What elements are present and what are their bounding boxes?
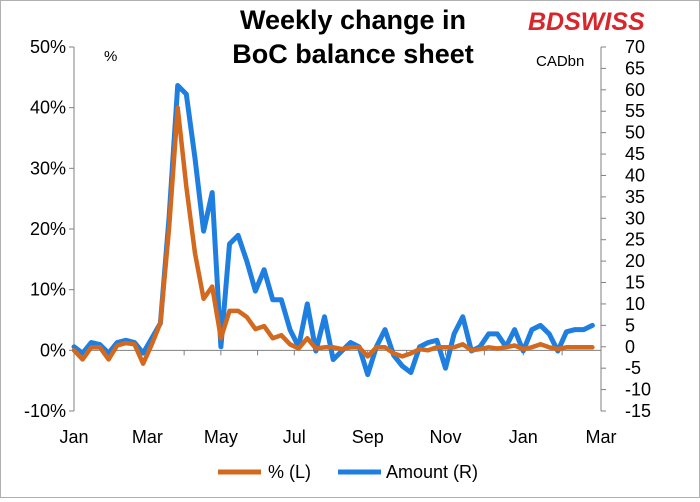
series-line-pct bbox=[71, 105, 595, 366]
legend-label-pct: % (L) bbox=[268, 462, 311, 482]
left-axis-tick-label: 30% bbox=[30, 158, 66, 178]
right-axis-tick-label: 65 bbox=[625, 58, 645, 78]
left-axis-tick-label: -10% bbox=[24, 401, 66, 421]
series-line-amount bbox=[71, 83, 595, 378]
right-axis-tick-label: 35 bbox=[625, 187, 645, 207]
x-axis-tick-label: May bbox=[204, 427, 238, 447]
right-unit-label: CADbn bbox=[536, 53, 584, 70]
right-axis-tick-label: 25 bbox=[625, 230, 645, 250]
right-axis-tick-label: 60 bbox=[625, 80, 645, 100]
axes-layer: -10%0%10%20%30%40%50%-15-10-505101520253… bbox=[24, 37, 651, 447]
left-unit-label: % bbox=[104, 48, 117, 65]
right-axis-tick-label: 5 bbox=[625, 315, 635, 335]
legend-label-amount: Amount (R) bbox=[386, 462, 478, 482]
right-axis-tick-label: 50 bbox=[625, 123, 645, 143]
x-axis-tick-label: Sep bbox=[352, 427, 384, 447]
x-axis-tick-label: Jan bbox=[59, 427, 88, 447]
right-axis-tick-label: 20 bbox=[625, 251, 645, 271]
right-axis-tick-label: 30 bbox=[625, 208, 645, 228]
brand-logo-bd: BD bbox=[528, 8, 564, 36]
right-axis-tick-label: 45 bbox=[625, 144, 645, 164]
brand-logo: BDSWISS bbox=[528, 8, 645, 36]
left-axis-tick-label: 40% bbox=[30, 98, 66, 118]
brand-logo-swiss: SWISS bbox=[564, 8, 645, 36]
right-axis-tick-label: 40 bbox=[625, 165, 645, 185]
chart-title-line-2: BoC balance sheet bbox=[232, 39, 474, 69]
legend: % (L) Amount (R) bbox=[218, 462, 478, 482]
x-axis-tick-label: Mar bbox=[132, 427, 163, 447]
chart-title-line-1: Weekly change in bbox=[240, 5, 466, 35]
x-axis-tick-label: Jan bbox=[509, 427, 538, 447]
x-axis-tick-label: Nov bbox=[429, 427, 461, 447]
left-axis-tick-label: 10% bbox=[30, 280, 66, 300]
x-axis-tick-label: Mar bbox=[586, 427, 617, 447]
x-axis-tick-label: Jul bbox=[283, 427, 306, 447]
left-axis-tick-label: 50% bbox=[30, 37, 66, 57]
right-axis-tick-label: -15 bbox=[625, 401, 651, 421]
right-axis-tick-label: -5 bbox=[625, 358, 641, 378]
left-axis-tick-label: 20% bbox=[30, 219, 66, 239]
right-axis-tick-label: 15 bbox=[625, 273, 645, 293]
series-layer bbox=[71, 83, 595, 378]
right-axis-tick-label: 0 bbox=[625, 337, 635, 357]
right-axis-tick-label: 70 bbox=[625, 37, 645, 57]
right-axis-tick-label: 10 bbox=[625, 294, 645, 314]
right-axis-tick-label: 55 bbox=[625, 101, 645, 121]
right-axis-tick-label: -10 bbox=[625, 380, 651, 400]
left-axis-tick-label: 0% bbox=[40, 340, 66, 360]
svg-text:BDSWISS: BDSWISS bbox=[528, 8, 645, 36]
